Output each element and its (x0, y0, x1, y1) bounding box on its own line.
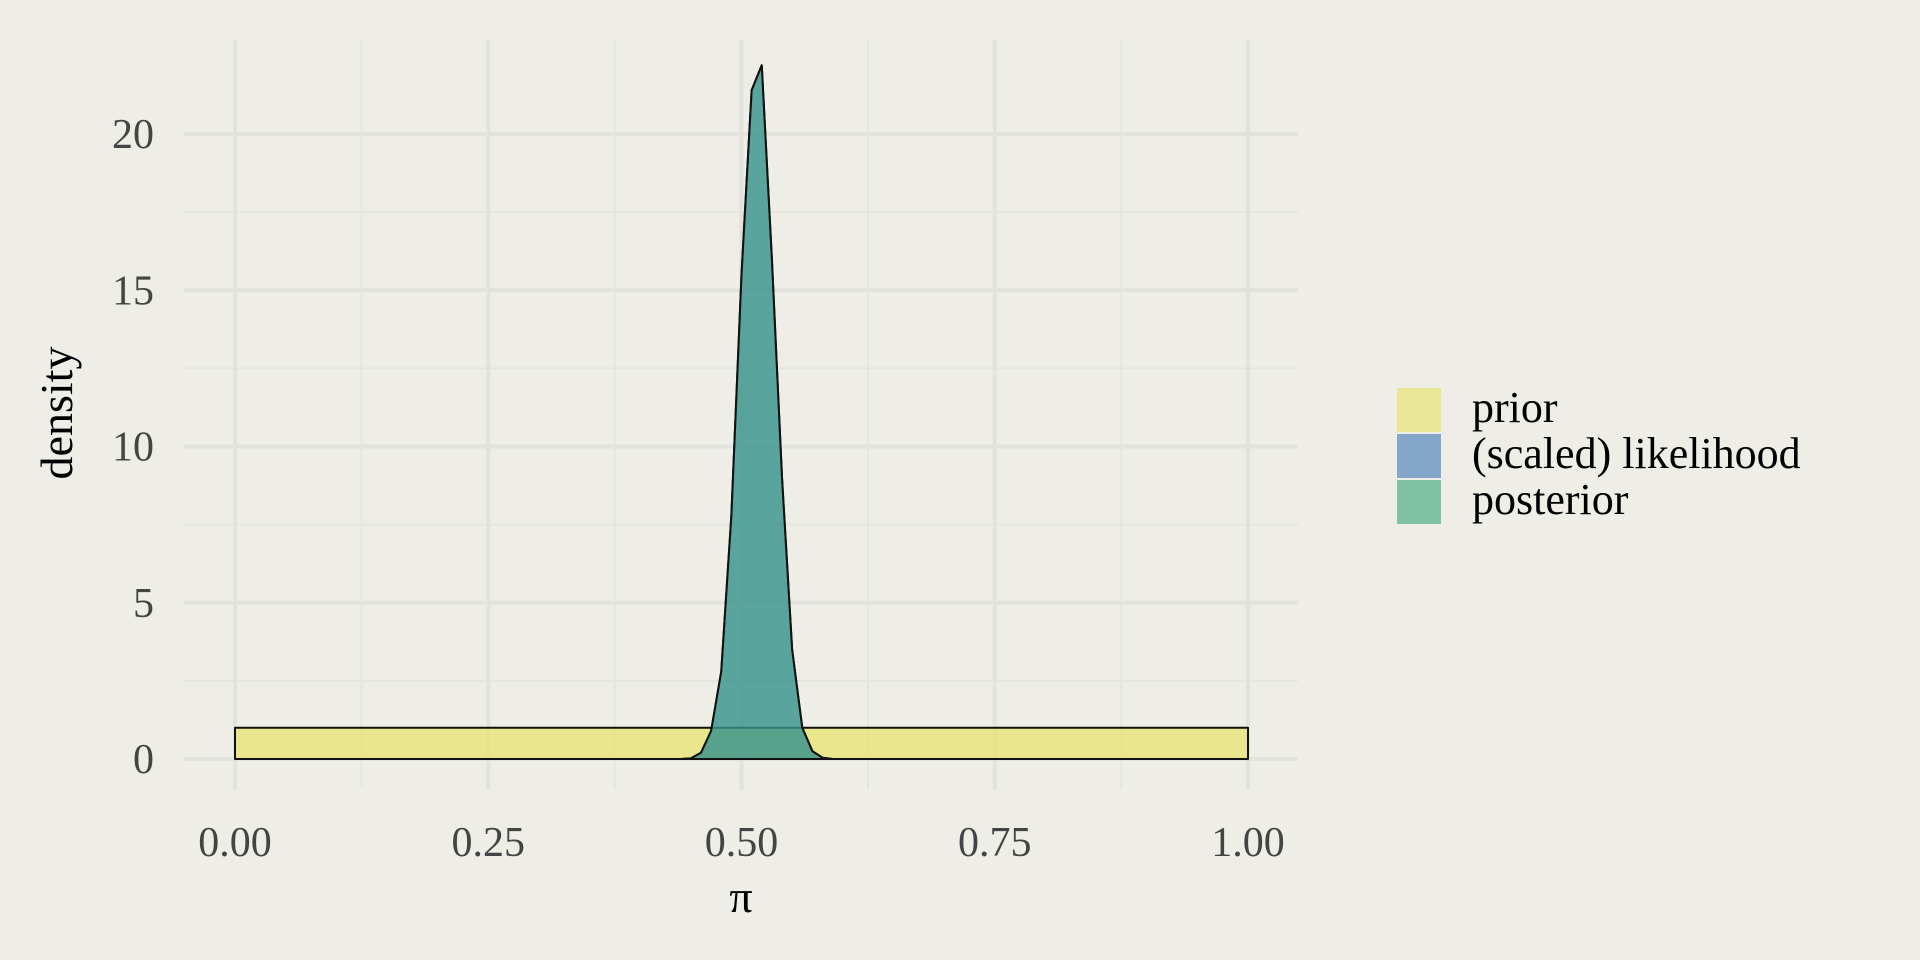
legend-key (1397, 480, 1441, 524)
x-tick-label: 0.00 (198, 820, 272, 866)
plot-areas (234, 64, 1249, 760)
legend-label: posterior (1472, 475, 1629, 524)
y-axis-label: density (31, 347, 82, 480)
x-axis-label: π (729, 871, 752, 922)
legend-key (1397, 388, 1441, 432)
x-tick-label: 1.00 (1211, 820, 1285, 866)
legend-key (1397, 434, 1441, 478)
x-tick-label: 0.25 (452, 820, 526, 866)
y-tick-label: 20 (112, 112, 154, 158)
x-tick-label: 0.75 (958, 820, 1032, 866)
x-tick-label: 0.50 (705, 820, 779, 866)
y-tick-label: 15 (112, 268, 154, 314)
legend-label: (scaled) likelihood (1472, 429, 1801, 478)
y-axis-ticks: 0 5 10 15 20 (112, 112, 154, 783)
x-axis-ticks: 0.00 0.25 0.50 0.75 1.00 (198, 820, 1285, 866)
y-tick-label: 5 (133, 581, 154, 627)
y-tick-label: 0 (133, 737, 154, 783)
series-area-posterior (679, 64, 844, 760)
legend-label: prior (1472, 383, 1558, 432)
y-tick-label: 10 (112, 425, 154, 471)
